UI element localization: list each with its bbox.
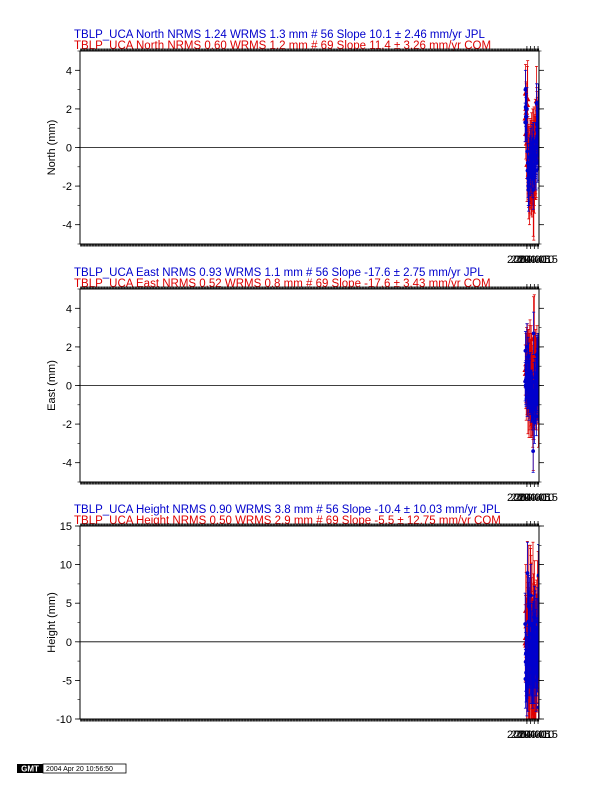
panels: TBLP_UCA North NRMS 1.24 WRMS 1.3 mm # 5…	[46, 29, 558, 741]
north-ytick-label: 4	[66, 65, 72, 77]
north-jpl-point	[531, 170, 536, 210]
north-panel: TBLP_UCA North NRMS 1.24 WRMS 1.3 mm # 5…	[46, 29, 558, 266]
north-xtick-label: 2004.00	[507, 254, 547, 266]
dot-marker	[534, 168, 539, 173]
east-ylabel: East (mm)	[46, 360, 58, 411]
north-ytick-label: 0	[66, 143, 72, 155]
dot-marker	[536, 130, 539, 134]
north-header-jpl: TBLP_UCA North NRMS 1.24 WRMS 1.3 mm # 5…	[74, 29, 485, 41]
east-ytick-label: 4	[66, 303, 72, 315]
east-jpl-point	[536, 332, 539, 373]
east-jpl-point	[531, 429, 536, 473]
east-jpl-point	[531, 311, 536, 356]
north-ytick-label: -2	[62, 181, 72, 193]
height-ytick-label: 0	[66, 637, 72, 649]
dot-marker	[536, 705, 539, 710]
height-ytick-label: 5	[66, 598, 72, 610]
height-panel: TBLP_UCA Height NRMS 0.90 WRMS 3.8 mm # …	[46, 504, 558, 741]
dot-marker	[536, 573, 539, 578]
dot-marker	[525, 107, 529, 111]
dot-marker	[535, 161, 539, 165]
dot-marker	[525, 571, 530, 575]
east-header-jpl: TBLP_UCA East NRMS 0.93 WRMS 1.1 mm # 56…	[74, 267, 484, 279]
north-ytick-label: -4	[62, 220, 72, 232]
north-jpl-point	[525, 87, 529, 131]
east-ytick-label: 0	[66, 381, 72, 393]
height-frame	[79, 525, 540, 720]
height-xtick-label: 2004.15	[518, 729, 558, 741]
height-xtick-label: 2004.00	[507, 729, 547, 741]
dot-marker	[532, 420, 537, 425]
north-xtick-label: 2004.05	[511, 254, 551, 266]
dot-marker	[528, 593, 533, 598]
east-jpl-point	[523, 331, 528, 371]
east-xtick-label: 2004.15	[518, 492, 558, 504]
dot-marker	[536, 373, 539, 378]
east-ytick-label: 2	[66, 342, 72, 354]
east-xtick-label: 2004.05	[511, 492, 551, 504]
north-data	[522, 60, 539, 241]
dot-marker	[536, 350, 539, 355]
north-xtick-label: 2004.10	[514, 254, 554, 266]
dot-marker	[531, 331, 536, 336]
height-series-jpl	[523, 541, 539, 719]
height-xtick-label: 2004.05	[511, 729, 551, 741]
dot-marker	[535, 395, 539, 399]
triangle-marker	[531, 194, 537, 200]
east-ytick-label: -2	[62, 419, 72, 431]
north-ylabel: North (mm)	[46, 120, 58, 176]
dot-marker	[524, 114, 529, 119]
dot-marker	[531, 188, 536, 192]
east-data	[522, 294, 539, 473]
height-jpl-point	[535, 618, 539, 681]
dot-marker	[531, 449, 536, 454]
east-ytick-label: -4	[62, 458, 72, 470]
height-data	[522, 541, 539, 719]
height-xtick-label: 2004.10	[514, 729, 554, 741]
height-jpl-point	[525, 541, 530, 605]
height-ytick-label: -5	[62, 675, 72, 687]
height-header-jpl: TBLP_UCA Height NRMS 0.90 WRMS 3.8 mm # …	[74, 504, 501, 516]
height-ytick-label: 15	[60, 521, 72, 533]
height-ytick-label: 10	[60, 560, 72, 572]
north-series-jpl	[523, 69, 539, 212]
height-ytick-label: -10	[56, 714, 72, 726]
dot-marker	[523, 348, 528, 353]
north-xtick-label: 2004.15	[518, 254, 558, 266]
east-panel: TBLP_UCA East NRMS 0.93 WRMS 1.1 mm # 56…	[46, 267, 558, 504]
east-xtick-label: 2004.00	[507, 492, 547, 504]
east-xtick-label: 2004.10	[514, 492, 554, 504]
north-jpl-point	[535, 143, 539, 183]
north-ytick-label: 2	[66, 104, 72, 116]
dot-marker	[535, 647, 539, 652]
